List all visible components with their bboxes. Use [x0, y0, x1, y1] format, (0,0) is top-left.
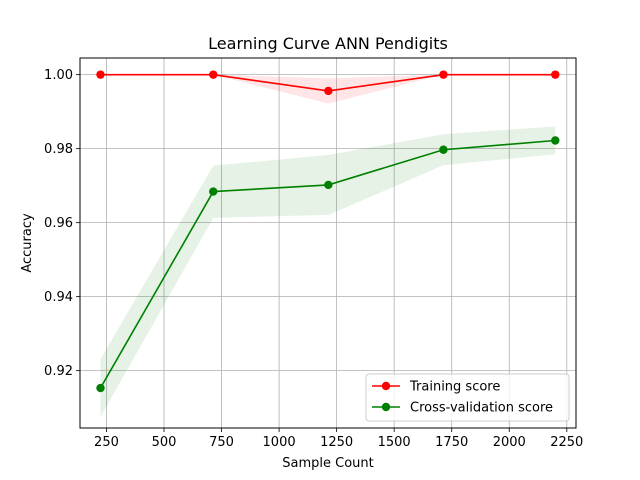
training-score-point: [96, 70, 105, 79]
x-tick-label: 1250: [320, 435, 353, 450]
x-tick-label: 1500: [378, 435, 411, 450]
x-tick-label: 500: [152, 435, 177, 450]
training-score-point: [209, 70, 218, 79]
x-axis-label: Sample Count: [282, 456, 373, 471]
x-tick-label: 2000: [493, 435, 526, 450]
legend-training-label: Training score: [409, 380, 500, 395]
cv-score-point: [209, 187, 218, 196]
x-tick-label: 250: [94, 435, 119, 450]
plot-frame: [79, 57, 577, 429]
x-tick-label: 2250: [550, 435, 583, 450]
x-tick-label: 1750: [435, 435, 468, 450]
y-tick-label: 0.98: [44, 142, 73, 157]
cv-score-point: [551, 136, 560, 145]
cv-score-point: [324, 180, 333, 190]
axis-ticks: 250 500 750 1000 1250 1500 1750 2000 2250 0.92 0.9…: [44, 68, 583, 450]
series-markers: [96, 70, 560, 393]
x-tick-label: 750: [209, 435, 234, 450]
y-tick-label: 0.96: [44, 216, 73, 231]
legend-box: [365, 373, 570, 422]
training-score-point: [439, 70, 448, 79]
cv-score-point: [439, 145, 448, 154]
cv-confidence-band: [100, 126, 556, 417]
legend-cv-label: Cross-validation score: [410, 401, 553, 416]
cv-score-point: [96, 383, 105, 393]
training-score-point: [551, 70, 560, 79]
legend-cv-marker: [381, 402, 391, 412]
y-axis-label: Accuracy: [20, 213, 35, 273]
legend: Training score Cross-validation score: [365, 373, 570, 422]
y-tick-label: 0.92: [44, 364, 73, 379]
x-tick-label: 1000: [263, 435, 296, 450]
grid: [80, 58, 576, 428]
y-tick-label: 0.94: [44, 290, 73, 305]
chart-title: Learning Curve ANN Pendigits: [208, 34, 448, 53]
y-tick-label: 1.00: [44, 68, 73, 83]
legend-training-marker: [381, 381, 391, 391]
training-score-point: [324, 86, 333, 96]
